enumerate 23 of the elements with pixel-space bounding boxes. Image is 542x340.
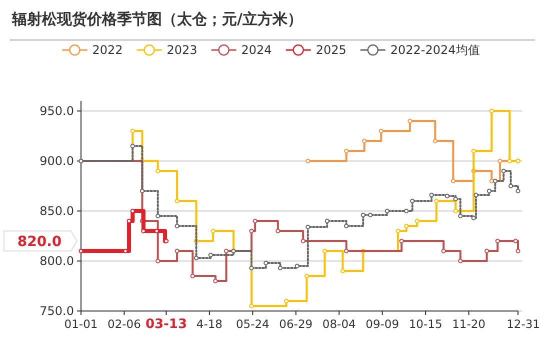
- x-tick-label: 05-24: [236, 317, 270, 331]
- legend-label: 2025: [316, 43, 346, 57]
- y-tick-label: 850.0: [40, 204, 74, 218]
- legend-label: 2023: [166, 43, 198, 57]
- x-tick-label: 02-06: [108, 317, 141, 331]
- legend-label: 2022-2024均值: [390, 43, 480, 57]
- x-tick-label: 01-01: [64, 317, 98, 331]
- y-tick-label: 750.0: [40, 304, 74, 318]
- x-tick-label: 11-20: [452, 317, 486, 331]
- text: 820.0: [17, 234, 62, 250]
- x-tick-label: 10-15: [408, 317, 442, 331]
- chart-title: 辐射松现货价格季节图（太仓；元/立方米）: [11, 10, 302, 28]
- legend-label: 2022: [92, 43, 123, 57]
- y-tick-label: 800.0: [40, 254, 74, 268]
- x-tick-label: 09-09: [366, 317, 400, 331]
- x-tick-label: 08-04: [322, 317, 356, 331]
- legend-label: 2024: [241, 43, 272, 57]
- x-tick-label: 03-13: [145, 317, 188, 332]
- x-tick-label: 4-18: [196, 317, 223, 331]
- y-tick-label: 900.0: [40, 154, 74, 168]
- y-tick-label: 950.0: [40, 104, 74, 118]
- x-tick-label: 06-29: [279, 317, 313, 331]
- x-tick-label: 12-31: [506, 317, 540, 331]
